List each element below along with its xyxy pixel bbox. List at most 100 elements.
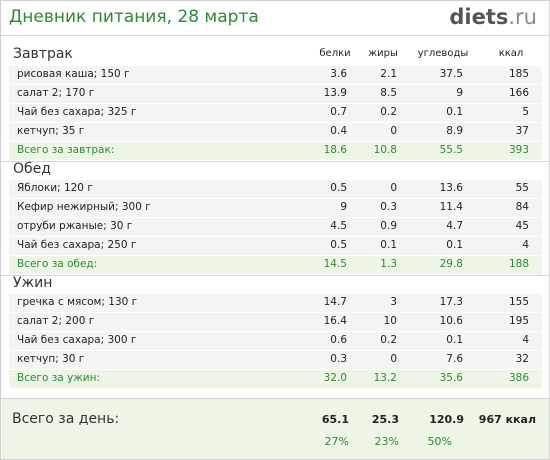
day-total-label: Всего за день: bbox=[12, 411, 120, 427]
food-name: Чай без сахара; 325 г bbox=[17, 106, 137, 118]
protein-value: 14.7 bbox=[323, 296, 347, 308]
carbs-value: 10.6 bbox=[439, 315, 463, 327]
kcal-value: 5 bbox=[522, 106, 529, 118]
kcal-value: 37 bbox=[515, 125, 529, 137]
food-name: кетчуп; 30 г bbox=[17, 353, 85, 365]
day-fat-percent: 23% bbox=[374, 435, 399, 448]
protein-value: 0.3 bbox=[330, 353, 347, 365]
carbs-total: 35.6 bbox=[439, 372, 463, 384]
fat-total: 1.3 bbox=[380, 258, 397, 270]
header-divider bbox=[1, 35, 549, 36]
protein-value: 16.4 bbox=[323, 315, 347, 327]
food-name: Чай без сахара; 300 г bbox=[17, 334, 137, 346]
protein-value: 13.9 bbox=[323, 87, 347, 99]
protein-value: 0.6 bbox=[330, 334, 347, 346]
food-name: рисовая каша; 150 г bbox=[17, 68, 130, 80]
fat-total: 10.8 bbox=[373, 144, 397, 156]
meal-title-breakfast: Завтрак bbox=[13, 46, 73, 62]
kcal-value: 4 bbox=[522, 334, 529, 346]
fat-value: 0 bbox=[390, 353, 397, 365]
carbs-value: 9 bbox=[456, 87, 463, 99]
kcal-value: 185 bbox=[508, 68, 529, 80]
day-protein-total: 65.1 bbox=[321, 413, 349, 426]
day-kcal-total: 967 ккал bbox=[478, 413, 536, 426]
table-row: отруби ржаные; 30 г 4.5 0.9 4.7 45 bbox=[9, 218, 542, 237]
fat-total: 13.2 bbox=[373, 372, 397, 384]
page-title: Дневник питания, 28 марта bbox=[9, 7, 259, 27]
meal-title-lunch: Обед bbox=[13, 161, 51, 177]
kcal-value: 195 bbox=[508, 315, 529, 327]
fat-value: 0 bbox=[390, 182, 397, 194]
carbs-value: 8.9 bbox=[446, 125, 463, 137]
food-name: гречка с мясом; 130 г bbox=[17, 296, 138, 308]
total-label: Всего за обед: bbox=[17, 258, 98, 270]
protein-value: 0.5 bbox=[330, 239, 347, 251]
logo-tld: .ru bbox=[508, 5, 537, 29]
protein-value: 0.7 bbox=[330, 106, 347, 118]
table-row: Чай без сахара; 325 г 0.7 0.2 0.1 5 bbox=[9, 104, 542, 123]
table-row: Кефир нежирный; 300 г 9 0.3 11.4 84 bbox=[9, 199, 542, 218]
kcal-value: 84 bbox=[515, 201, 529, 213]
kcal-value: 166 bbox=[508, 87, 529, 99]
carbs-total: 29.8 bbox=[439, 258, 463, 270]
fat-value: 0.2 bbox=[380, 106, 397, 118]
protein-total: 18.6 bbox=[323, 144, 347, 156]
fat-value: 8.5 bbox=[380, 87, 397, 99]
col-header-carbs: углеводы bbox=[417, 48, 469, 59]
kcal-total: 386 bbox=[508, 372, 529, 384]
table-row: Чай без сахара; 300 г 0.6 0.2 0.1 4 bbox=[9, 332, 542, 351]
total-label: Всего за ужин: bbox=[17, 372, 100, 384]
section-divider bbox=[1, 275, 549, 276]
kcal-value: 4 bbox=[522, 239, 529, 251]
food-name: Кефир нежирный; 300 г bbox=[17, 201, 151, 213]
col-header-fat: жиры bbox=[368, 48, 398, 59]
logo-main: diets bbox=[449, 5, 509, 29]
site-logo[interactable]: diets.ru bbox=[449, 5, 537, 29]
carbs-value: 0.1 bbox=[446, 106, 463, 118]
table-row: рисовая каша; 150 г 3.6 2.1 37.5 185 bbox=[9, 66, 542, 85]
food-name: отруби ржаные; 30 г bbox=[17, 220, 133, 232]
col-header-protein: белки bbox=[319, 48, 351, 59]
kcal-value: 55 bbox=[515, 182, 529, 194]
fat-value: 0.2 bbox=[380, 334, 397, 346]
kcal-value: 45 bbox=[515, 220, 529, 232]
day-carbs-percent: 50% bbox=[427, 435, 452, 448]
food-name: Чай без сахара; 250 г bbox=[17, 239, 137, 251]
meal-total-row: Всего за завтрак: 18.6 10.8 55.5 393 bbox=[9, 142, 542, 160]
fat-value: 10 bbox=[383, 315, 397, 327]
kcal-value: 32 bbox=[515, 353, 529, 365]
carbs-value: 0.1 bbox=[446, 239, 463, 251]
carbs-value: 7.6 bbox=[446, 353, 463, 365]
protein-value: 0.5 bbox=[330, 182, 347, 194]
table-row: Яблоки; 120 г 0.5 0 13.6 55 bbox=[9, 180, 542, 199]
protein-total: 14.5 bbox=[323, 258, 347, 270]
food-name: салат 2; 170 г bbox=[17, 87, 95, 99]
table-row: кетчуп; 35 г 0.4 0 8.9 37 bbox=[9, 123, 542, 142]
food-name: Яблоки; 120 г bbox=[17, 182, 93, 194]
day-protein-percent: 27% bbox=[324, 435, 349, 448]
food-name: салат 2; 200 г bbox=[17, 315, 95, 327]
protein-value: 4.5 bbox=[330, 220, 347, 232]
meal-total-row: Всего за ужин: 32.0 13.2 35.6 386 bbox=[9, 370, 542, 388]
carbs-value: 17.3 bbox=[439, 296, 463, 308]
fat-value: 0 bbox=[390, 125, 397, 137]
table-row: салат 2; 200 г 16.4 10 10.6 195 bbox=[9, 313, 542, 332]
section-divider bbox=[1, 161, 549, 162]
protein-value: 9 bbox=[340, 201, 347, 213]
carbs-value: 37.5 bbox=[439, 68, 463, 80]
food-name: кетчуп; 35 г bbox=[17, 125, 85, 137]
table-row: кетчуп; 30 г 0.3 0 7.6 32 bbox=[9, 351, 542, 370]
carbs-value: 0.1 bbox=[446, 334, 463, 346]
table-row: салат 2; 170 г 13.9 8.5 9 166 bbox=[9, 85, 542, 104]
table-row: Чай без сахара; 250 г 0.5 0.1 0.1 4 bbox=[9, 237, 542, 256]
protein-total: 32.0 bbox=[323, 372, 347, 384]
fat-value: 0.3 bbox=[380, 201, 397, 213]
col-header-kcal: ккал bbox=[498, 48, 524, 59]
day-fat-total: 25.3 bbox=[371, 413, 399, 426]
fat-value: 2.1 bbox=[380, 68, 397, 80]
meal-total-row: Всего за обед: 14.5 1.3 29.8 188 bbox=[9, 256, 542, 274]
protein-value: 0.4 bbox=[330, 125, 347, 137]
fat-value: 3 bbox=[390, 296, 397, 308]
carbs-value: 4.7 bbox=[446, 220, 463, 232]
